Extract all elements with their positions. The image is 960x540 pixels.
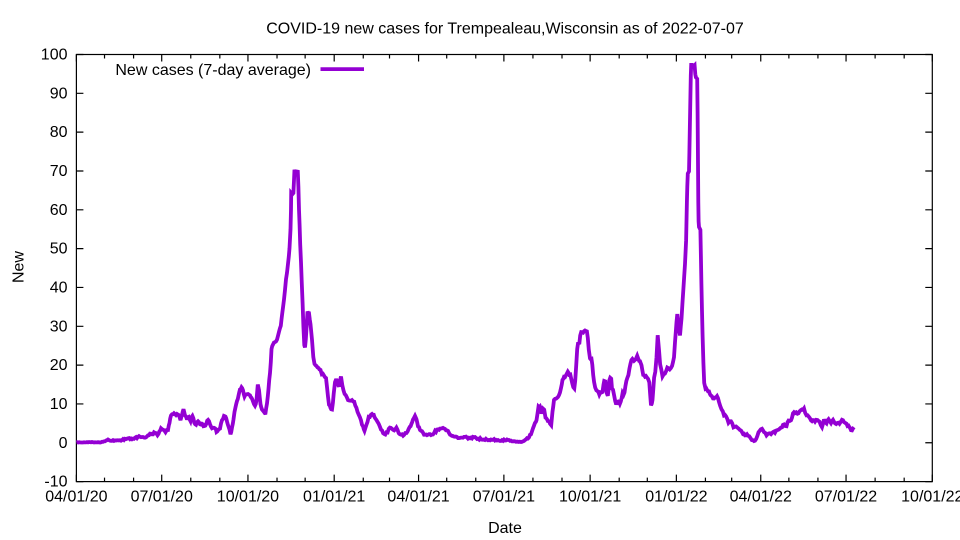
svg-text:New cases (7-day average): New cases (7-day average) [115,62,311,79]
svg-text:70: 70 [50,163,68,180]
svg-text:10/01/22: 10/01/22 [901,489,960,506]
svg-text:40: 40 [50,279,68,296]
svg-text:04/01/21: 04/01/21 [387,489,449,506]
svg-text:07/01/22: 07/01/22 [815,489,877,506]
svg-text:100: 100 [41,47,68,64]
svg-text:04/01/22: 04/01/22 [730,489,792,506]
svg-text:90: 90 [50,85,68,102]
svg-text:10: 10 [50,396,68,413]
svg-text:0: 0 [59,435,68,452]
svg-text:10/01/21: 10/01/21 [559,489,621,506]
svg-text:10/01/20: 10/01/20 [217,489,279,506]
svg-text:Date: Date [488,520,522,537]
svg-text:04/01/20: 04/01/20 [45,489,107,506]
svg-text:80: 80 [50,124,68,141]
svg-text:COVID-19 new cases for Trempea: COVID-19 new cases for Trempealeau,Wisco… [266,21,744,38]
svg-text:01/01/22: 01/01/22 [645,489,707,506]
svg-text:50: 50 [50,241,68,258]
svg-text:01/01/21: 01/01/21 [303,489,365,506]
svg-text:20: 20 [50,357,68,374]
svg-text:07/01/21: 07/01/21 [473,489,535,506]
svg-text:07/01/20: 07/01/20 [131,489,193,506]
svg-text:60: 60 [50,202,68,219]
svg-text:-10: -10 [44,474,67,491]
svg-text:New: New [11,251,28,283]
svg-text:30: 30 [50,318,68,335]
